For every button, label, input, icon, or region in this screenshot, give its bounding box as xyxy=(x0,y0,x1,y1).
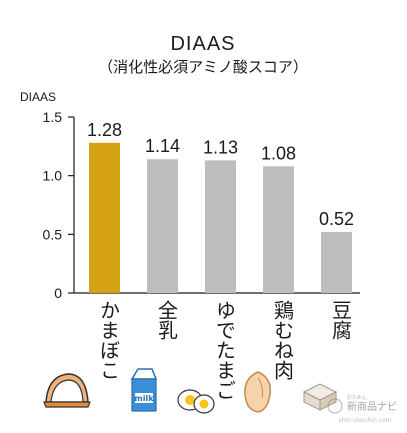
bar-value-label: 1.13 xyxy=(203,137,238,157)
chart-subtitle: （消化性必須アミノ酸スコア） xyxy=(98,58,308,76)
bar-value-label: 1.28 xyxy=(87,120,122,140)
watermark-logo-icon xyxy=(327,398,343,414)
category-label: ゆでたまご xyxy=(212,300,237,400)
y-tick-label: 0.5 xyxy=(43,226,63,242)
kamaboko-icon xyxy=(43,373,91,408)
watermark-url: shin-shouhin.com xyxy=(339,417,392,424)
milk-carton-icon: milk xyxy=(130,368,158,412)
bars-group xyxy=(89,142,352,293)
value-labels-group: 1.28 1.14 1.13 1.08 0.52 xyxy=(87,120,354,229)
y-axis-label: DIAAS xyxy=(20,90,56,104)
y-tick-label: 0 xyxy=(54,285,62,301)
y-tick-label: 1.5 xyxy=(43,109,63,125)
y-axis-ticks: 0 0.5 1.0 1.5 xyxy=(43,109,74,301)
bar-value-label: 1.14 xyxy=(145,136,180,156)
milk-carton-text: milk xyxy=(134,394,154,403)
category-label: 鶏むね肉 xyxy=(270,300,295,380)
category-label: 全乳 xyxy=(154,300,179,340)
bar xyxy=(89,142,120,293)
site-watermark: おためし 新商品ナビ shin-shouhin.com xyxy=(327,394,397,424)
boiled-eggs-icon xyxy=(177,389,215,414)
bar xyxy=(205,160,236,293)
y-tick-label: 1.0 xyxy=(43,168,63,184)
bar xyxy=(147,159,178,293)
watermark-kana: おためし xyxy=(347,394,367,401)
bar-value-label: 0.52 xyxy=(319,209,354,229)
bar xyxy=(321,231,352,293)
watermark-brand: 新商品ナビ xyxy=(347,400,397,413)
category-label: 豆腐 xyxy=(328,300,353,340)
bar xyxy=(263,166,294,293)
bar-value-label: 1.08 xyxy=(261,143,296,163)
category-label: かまぼこ xyxy=(96,300,121,380)
chart-title: DIAAS xyxy=(170,33,235,55)
chicken-breast-icon xyxy=(244,371,271,413)
tofu-icon xyxy=(302,383,338,411)
